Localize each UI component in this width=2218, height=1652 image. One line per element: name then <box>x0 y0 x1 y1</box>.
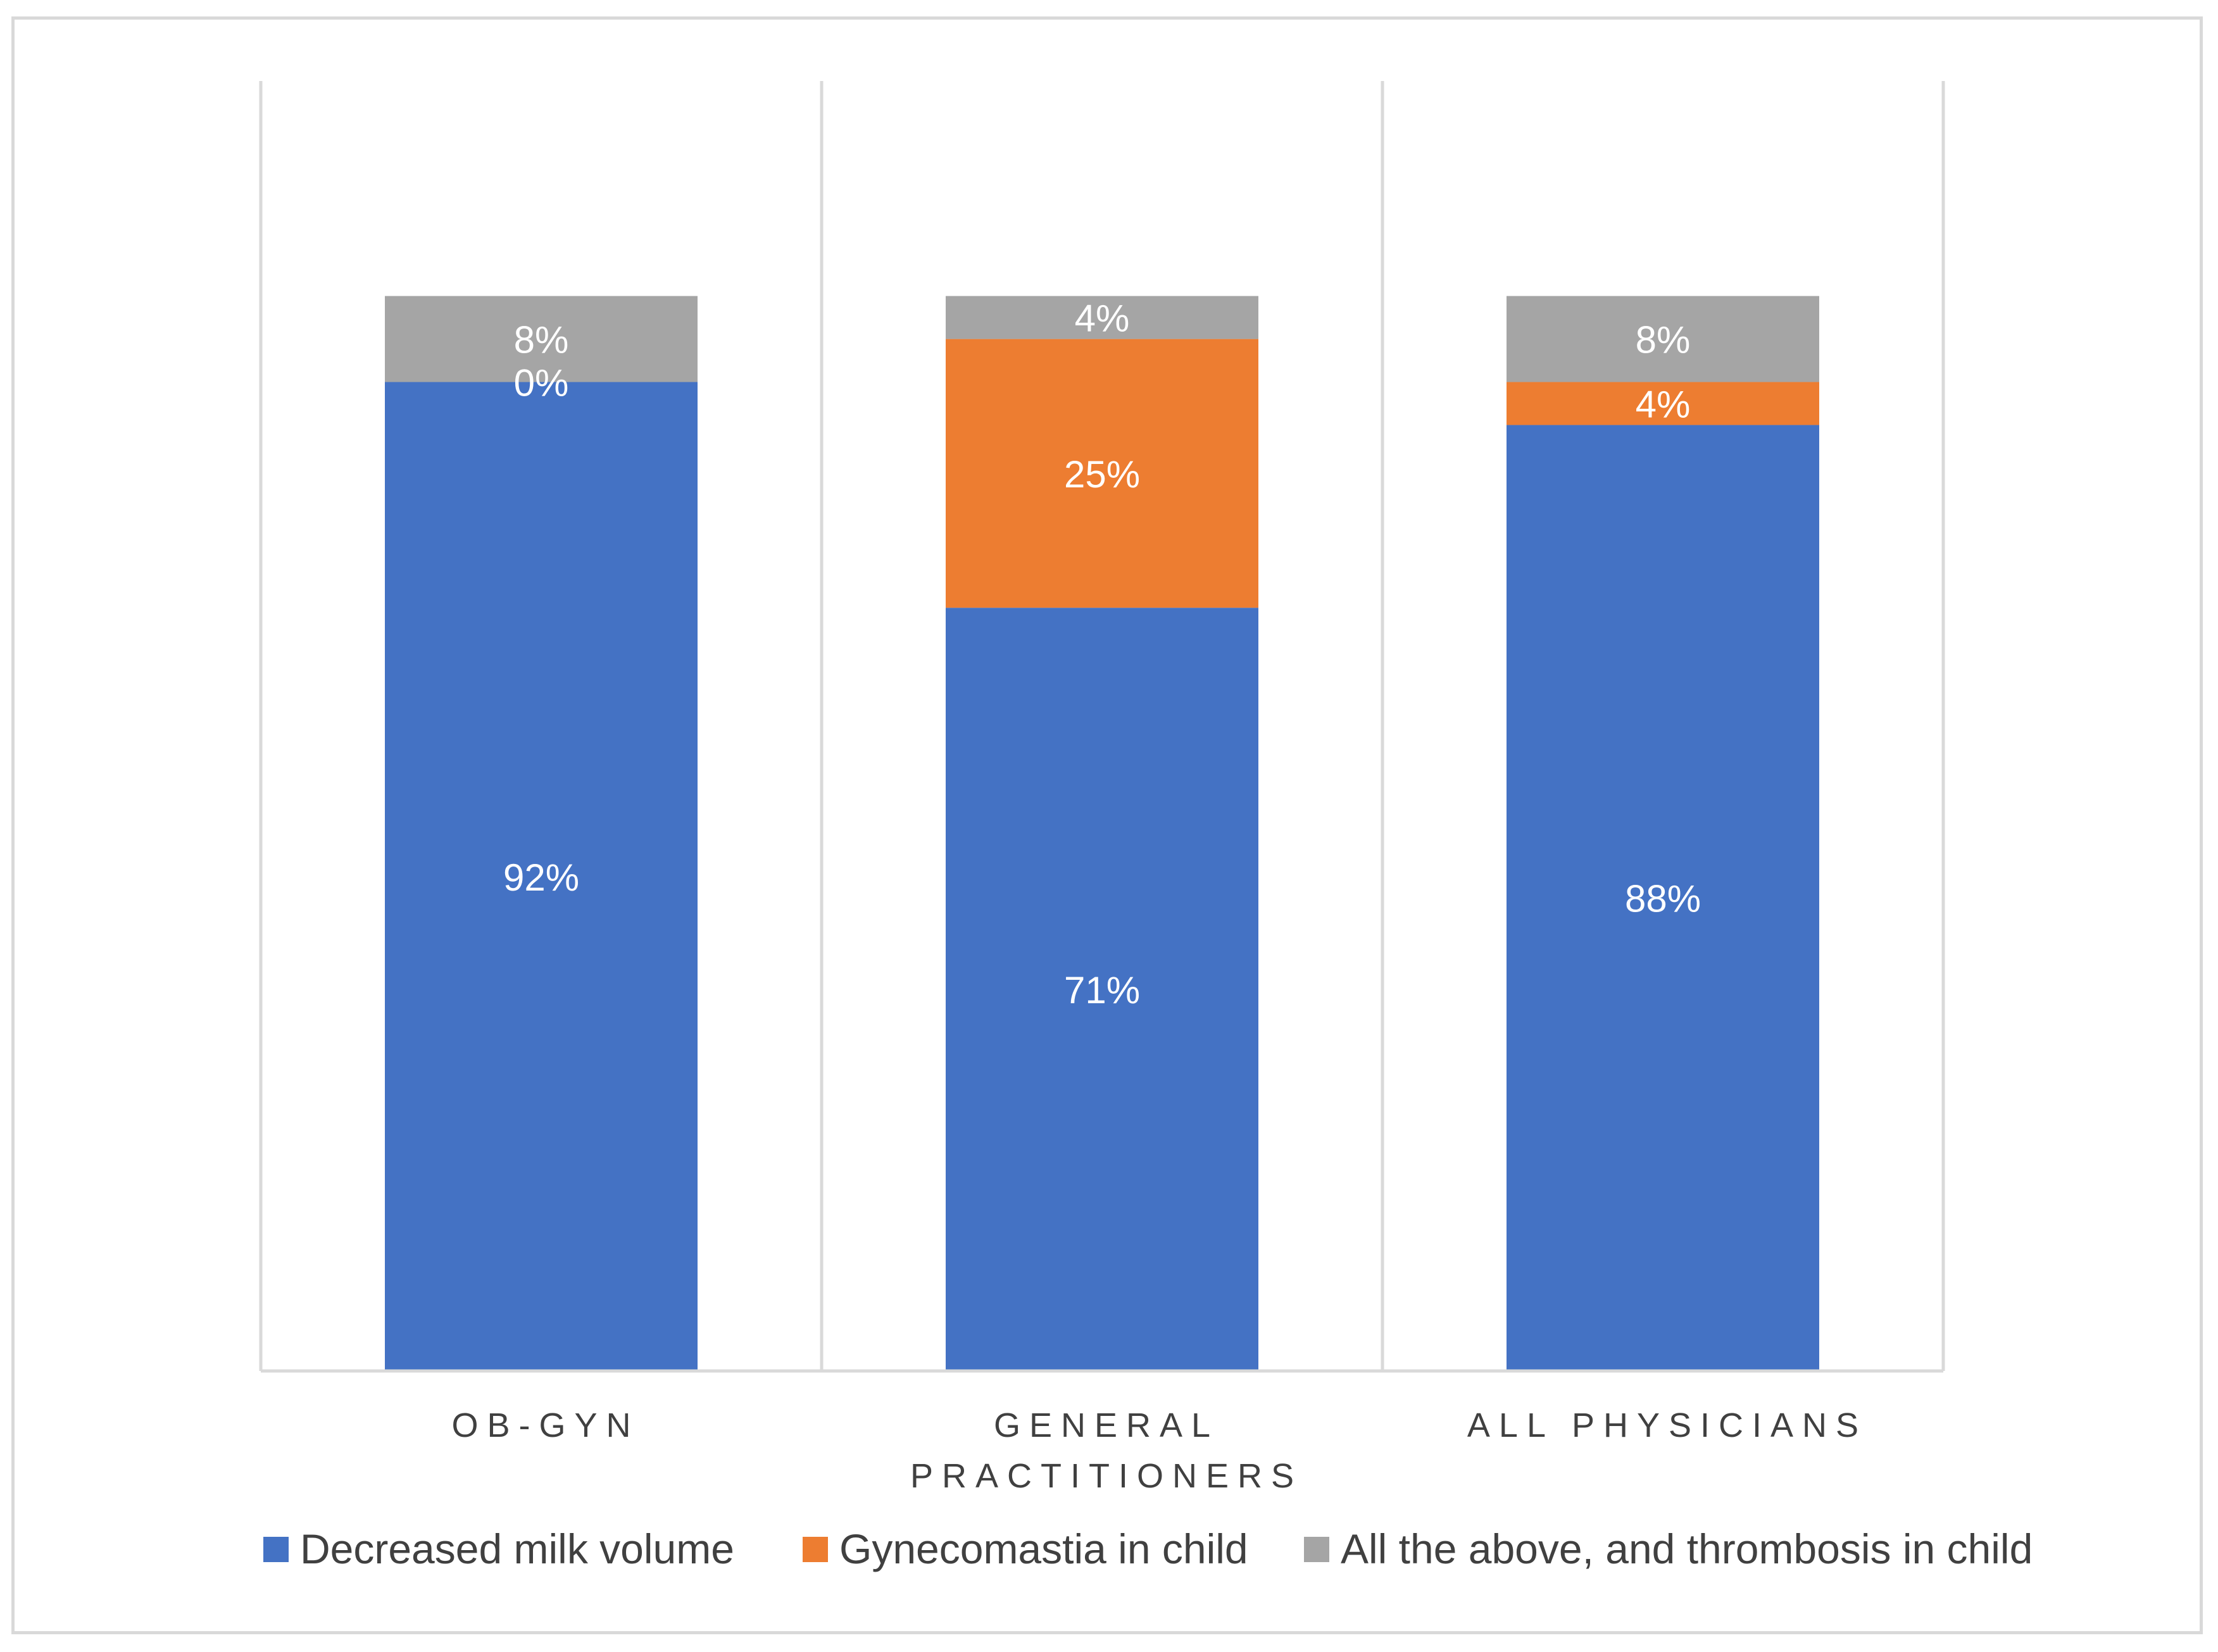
data-label: 8% <box>514 319 569 361</box>
bar-segment <box>946 339 1258 608</box>
data-label: 4% <box>1636 384 1691 426</box>
bar-segment <box>1507 296 1819 382</box>
bar-segment <box>1507 382 1819 425</box>
bar-segment <box>385 382 698 1371</box>
data-label: 88% <box>1625 878 1701 920</box>
x-tick-label: ALL PHYSICIANS <box>1467 1406 1867 1444</box>
grid-lines <box>259 81 1945 1371</box>
bar-segment <box>946 608 1258 1371</box>
legend-label: Decreased milk volume <box>300 1525 734 1572</box>
bars <box>385 296 1819 1371</box>
legend-label: Gynecomastia in child <box>839 1525 1248 1572</box>
data-label: 0% <box>514 362 569 404</box>
data-label: 25% <box>1064 453 1140 496</box>
data-label: 92% <box>503 856 579 899</box>
data-label: 8% <box>1636 319 1691 361</box>
legend-swatch <box>1304 1537 1329 1562</box>
legend-label: All the above, and thrombosis in child <box>1341 1525 2033 1572</box>
bar-segment <box>385 296 698 382</box>
data-label: 4% <box>1075 297 1130 340</box>
bar-segment <box>946 296 1258 339</box>
x-tick-label: PRACTITIONERS <box>910 1457 1303 1495</box>
legend-swatch <box>263 1537 289 1562</box>
x-tick-label: OB-GYN <box>451 1406 639 1444</box>
data-labels: 92%0%8%71%25%4%88%4%8% <box>503 297 1701 1011</box>
legend: Decreased milk volume Gynecomastia in chi… <box>263 1525 2033 1572</box>
x-tick-label: GENERAL <box>994 1406 1219 1444</box>
x-axis: OB-GYN GENERAL PRACTITIONERS ALL PHYSICIANS <box>261 1369 1943 1495</box>
legend-swatch <box>803 1537 828 1562</box>
data-label: 71% <box>1064 969 1140 1011</box>
bar-segment <box>1507 425 1819 1371</box>
